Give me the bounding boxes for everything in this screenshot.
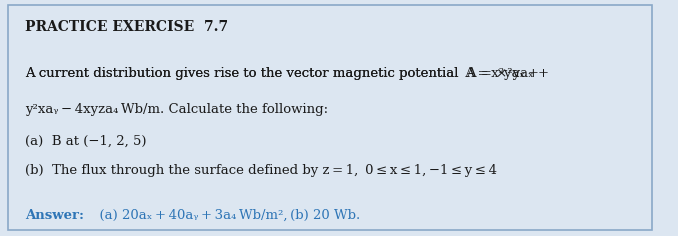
Text: A current distribution gives rise to the vector magnetic potential  A = ×²yaₓ +: A current distribution gives rise to the… bbox=[25, 67, 549, 80]
Text: (a)  B at (−1, 2, 5): (a) B at (−1, 2, 5) bbox=[25, 135, 146, 148]
Text: A current distribution gives rise to the vector magnetic potential  A = x²yaₓ +: A current distribution gives rise to the… bbox=[25, 67, 539, 80]
FancyBboxPatch shape bbox=[8, 5, 652, 230]
Text: Answer:: Answer: bbox=[25, 209, 84, 222]
Text: (b)  The flux through the surface defined by z = 1,  0 ≤ x ≤ 1, −1 ≤ y ≤ 4: (b) The flux through the surface defined… bbox=[25, 164, 497, 177]
Text: (a) 20aₓ + 40aᵧ + 3a₄ Wb/m², (b) 20 Wb.: (a) 20aₓ + 40aᵧ + 3a₄ Wb/m², (b) 20 Wb. bbox=[91, 209, 360, 222]
Text: y²xaᵧ − 4xyza₄ Wb/m. Calculate the following:: y²xaᵧ − 4xyza₄ Wb/m. Calculate the follo… bbox=[25, 103, 328, 116]
Text: PRACTICE EXERCISE  7.7: PRACTICE EXERCISE 7.7 bbox=[25, 20, 228, 34]
